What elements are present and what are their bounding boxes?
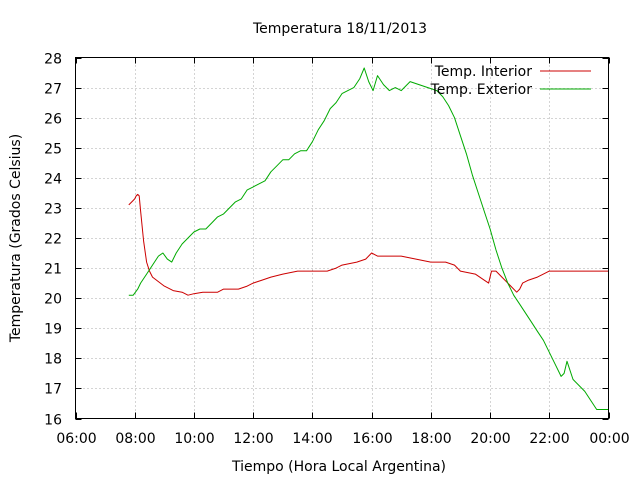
y-axis-label: Temperatura (Grados Celsius) [8,134,24,343]
y-tick-label: 24 [44,172,62,188]
y-tick-label: 20 [44,292,62,308]
grid [75,57,609,419]
x-axis-label: Tiempo (Hora Local Argentina) [231,459,446,475]
x-tick-label: 22:00 [529,431,569,447]
x-tick-label: 20:00 [470,431,510,447]
y-tick-label: 28 [44,52,62,68]
y-tick-label: 25 [44,142,62,158]
x-tick-label: 12:00 [233,431,273,447]
chart-title: Temperatura 18/11/2013 [252,21,427,37]
y-tick-label: 17 [44,382,62,398]
y-tick-label: 21 [44,262,62,278]
y-tick-label: 23 [44,202,62,218]
legend: Temp. Interior Temp. Exterior [430,64,591,98]
x-tick-label: 06:00 [56,431,96,447]
x-tick-label: 00:00 [589,431,629,447]
series-line-temp-exterior [128,67,609,410]
y-tick-label: 22 [44,232,62,248]
series-line-temp-interior [128,193,609,296]
x-tick-label: 10:00 [174,431,214,447]
y-tick-label: 19 [44,322,62,338]
axis-ticks: 06:00 08:00 10:00 12:00 14:00 16:00 18:00 20:00… [44,52,630,448]
y-tick-label: 16 [44,413,62,429]
x-tick-label: 18:00 [411,431,451,447]
x-tick-label: 08:00 [115,431,155,447]
y-tick-label: 27 [44,82,62,98]
series-layer [128,67,609,410]
legend-label-temp-interior: Temp. Interior [434,64,533,80]
legend-label-temp-exterior: Temp. Exterior [430,82,533,98]
x-tick-label: 16:00 [352,431,392,447]
y-tick-label: 18 [44,352,62,368]
x-tick-label: 14:00 [292,431,332,447]
y-tick-label: 26 [44,112,62,128]
plot-frame [75,57,609,419]
